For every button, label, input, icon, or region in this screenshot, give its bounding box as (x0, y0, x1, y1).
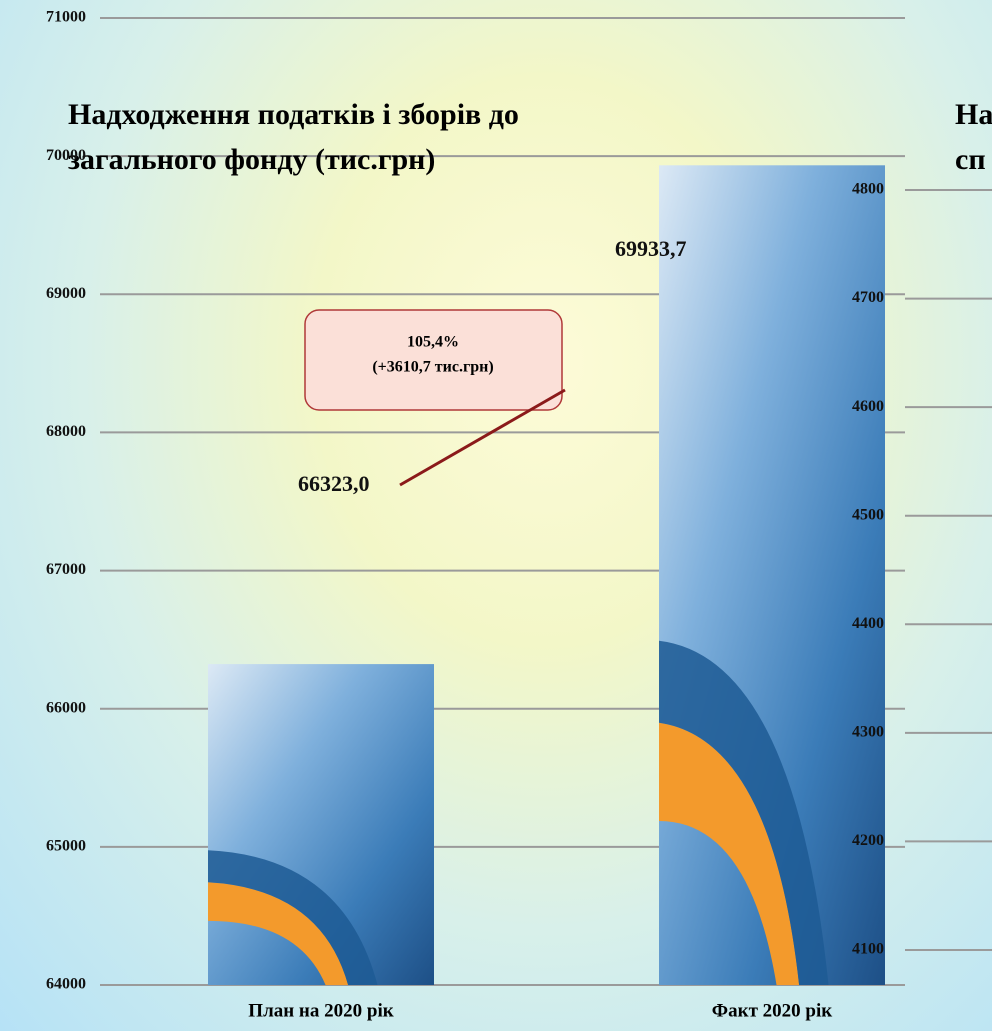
value-label: 69933,7 (615, 236, 687, 261)
y-tick-label: 4100 (852, 941, 884, 958)
y-tick-label: 71000 (46, 9, 86, 26)
chart-title: Надходження податків і зборів до (68, 98, 519, 131)
y-tick-label: 69000 (46, 285, 86, 302)
y-tick-label: 4400 (852, 615, 884, 632)
y-tick-label: 4200 (852, 832, 884, 849)
x-tick-label: Факт 2020 рік (712, 1000, 832, 1021)
annotation-arrow (399, 388, 566, 487)
y-tick-label: 4500 (852, 506, 884, 523)
chart-title: загального фонду (тис.грн) (68, 143, 435, 176)
annotation-box (304, 309, 563, 411)
bar-decoration (659, 640, 829, 985)
y-tick-label: 66000 (46, 699, 86, 716)
y-tick-label: 4300 (852, 724, 884, 741)
annotation: (+3610,7 тис.грн) (372, 359, 493, 376)
value-label: 66323,0 (298, 471, 370, 496)
bar-decoration (208, 882, 349, 985)
chart-title: сп (955, 143, 986, 176)
y-tick-label: 67000 (46, 561, 86, 578)
chart-title: На (955, 98, 992, 131)
y-tick-label: 70000 (46, 147, 86, 164)
annotation: 105,4% (407, 334, 459, 351)
y-tick-label: 68000 (46, 423, 86, 440)
x-tick-label: План на 2020 рік (248, 1000, 393, 1021)
y-tick-label: 64000 (46, 976, 86, 993)
y-tick-label: 4800 (852, 181, 884, 198)
y-tick-label: 4600 (852, 398, 884, 415)
y-tick-label: 65000 (46, 838, 86, 855)
bar-decoration (659, 722, 800, 985)
y-tick-label: 4700 (852, 289, 884, 306)
bar-decoration (208, 850, 378, 985)
